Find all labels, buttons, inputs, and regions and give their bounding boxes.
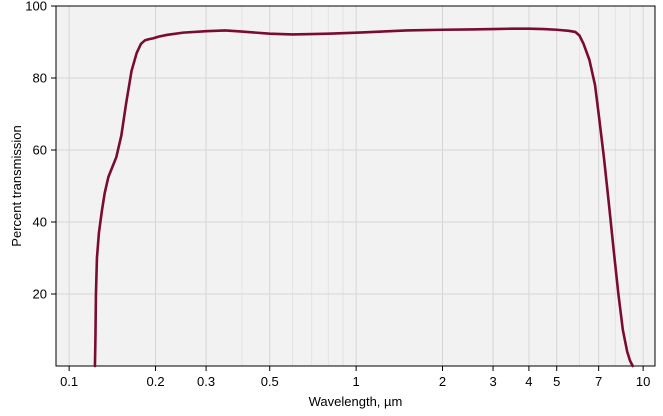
plot-frame [55, 5, 656, 367]
x-tick-label: 3 [489, 374, 496, 389]
x-tick-label: 4 [525, 374, 532, 389]
transmission-line [93, 27, 635, 368]
y-tick-label: 80 [33, 71, 47, 86]
y-axis-label: Percent transmission [9, 125, 24, 246]
x-tick-label: 0.5 [261, 374, 279, 389]
x-tick-label: 0.3 [197, 374, 215, 389]
y-tick-label: 20 [33, 287, 47, 302]
x-tick-label: 0.1 [60, 374, 78, 389]
series-layer [93, 27, 635, 368]
grid [56, 5, 655, 366]
x-tick-label: 2 [439, 374, 446, 389]
x-tick-label: 5 [553, 374, 560, 389]
axis-ticks: 0.1 0.2 0.3 0.5 1 2 3 4 5 7 10 20 40 60 80 100 [25, 0, 650, 389]
x-tick-label: 0.2 [146, 374, 164, 389]
y-tick-label: 40 [33, 215, 47, 230]
x-tick-label: 10 [636, 374, 650, 389]
x-tick-label: 1 [353, 374, 360, 389]
y-tick-label: 100 [25, 0, 47, 14]
y-tick-label: 60 [33, 143, 47, 158]
x-axis-label: Wavelength, µm [309, 394, 403, 409]
x-tick-label: 7 [595, 374, 602, 389]
plot-area [56, 6, 655, 366]
